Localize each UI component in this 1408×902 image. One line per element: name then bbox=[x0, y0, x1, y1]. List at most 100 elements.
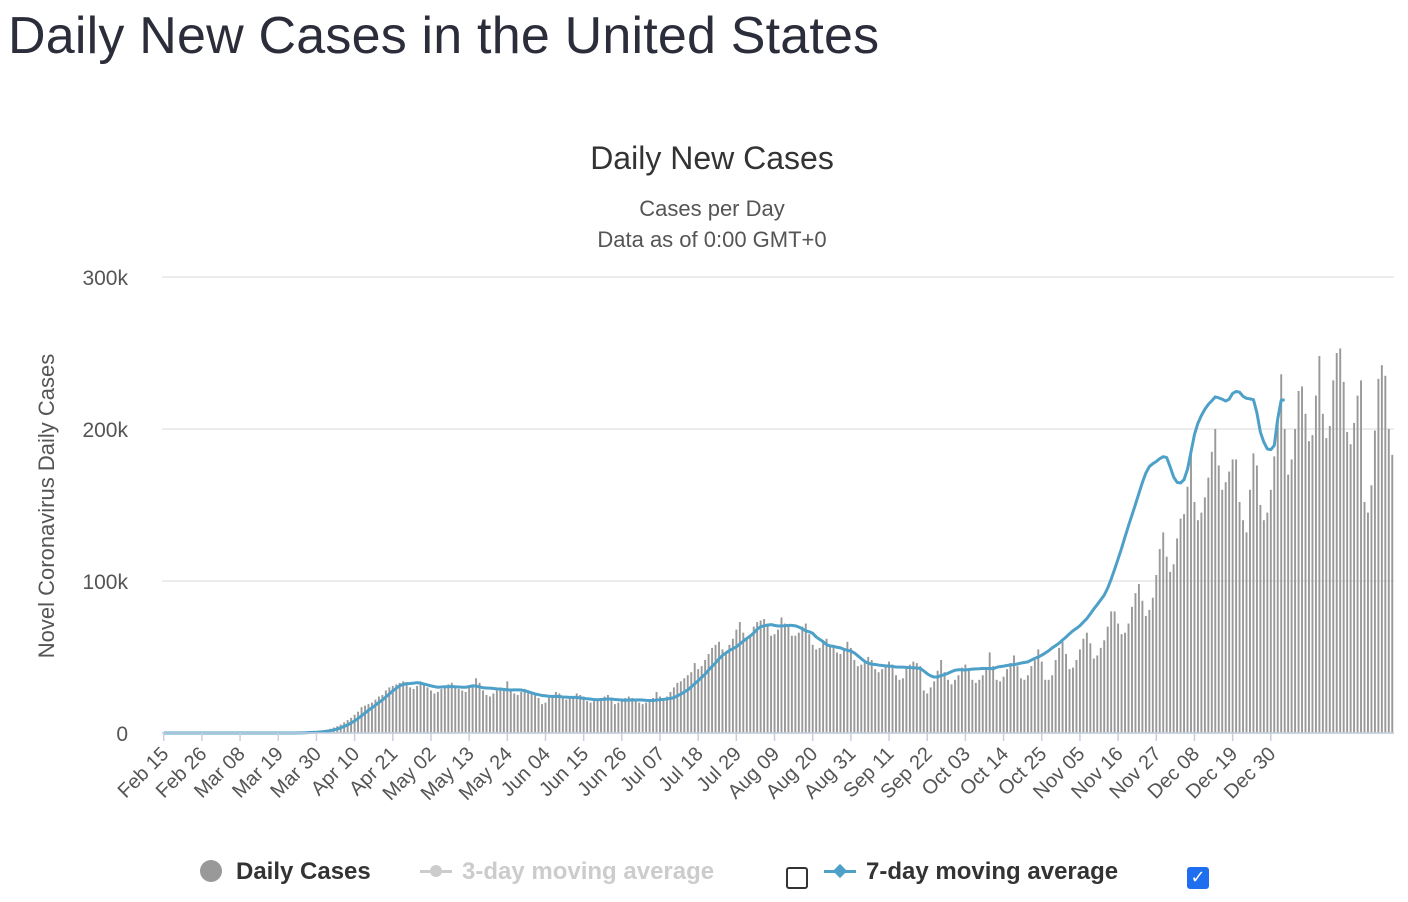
bar-daily-cases bbox=[711, 647, 714, 733]
bar-daily-cases bbox=[353, 714, 356, 733]
toggle-7day-checkbox[interactable]: ✓ bbox=[1187, 867, 1209, 889]
bar-daily-cases bbox=[794, 635, 797, 733]
legend-7day-label: 7-day moving average bbox=[866, 858, 1119, 885]
bar-daily-cases bbox=[895, 675, 897, 733]
bar-daily-cases bbox=[759, 620, 762, 733]
line-7day-average bbox=[163, 389, 1285, 735]
bar-daily-cases bbox=[738, 622, 741, 733]
bar-daily-cases bbox=[617, 702, 620, 733]
bar-daily-cases bbox=[665, 696, 668, 733]
bar-daily-cases bbox=[405, 684, 408, 733]
bar-daily-cases bbox=[787, 626, 790, 733]
bar-daily-cases bbox=[1099, 647, 1102, 733]
bar-daily-cases bbox=[1141, 600, 1144, 733]
bar-daily-cases bbox=[1054, 660, 1057, 733]
bar-daily-cases bbox=[808, 634, 811, 733]
bar-daily-cases bbox=[822, 641, 825, 733]
bar-daily-cases bbox=[860, 664, 863, 733]
bar-daily-cases bbox=[478, 682, 481, 733]
bar-daily-cases bbox=[836, 652, 838, 733]
bar-daily-cases bbox=[634, 699, 637, 733]
bar-daily-cases bbox=[1176, 538, 1179, 733]
bar-daily-cases bbox=[1089, 643, 1092, 733]
bar-daily-cases bbox=[384, 690, 387, 733]
bar-daily-cases bbox=[825, 638, 828, 733]
bar-daily-cases bbox=[818, 647, 821, 733]
bar-daily-cases bbox=[1051, 675, 1054, 733]
bar-daily-cases bbox=[1238, 501, 1241, 733]
bar-daily-cases bbox=[1332, 380, 1335, 733]
bar-daily-cases bbox=[947, 679, 950, 733]
bar-daily-cases bbox=[1026, 675, 1029, 733]
y-tick-label: 200k bbox=[82, 419, 128, 442]
bar-daily-cases bbox=[1280, 374, 1283, 733]
bar-daily-cases bbox=[423, 684, 425, 733]
bar-daily-cases bbox=[641, 704, 644, 733]
bar-daily-cases bbox=[728, 644, 731, 733]
bar-daily-cases bbox=[391, 685, 394, 733]
bar-daily-cases bbox=[457, 688, 460, 733]
bar-daily-cases bbox=[1002, 676, 1005, 733]
bar-daily-cases bbox=[631, 698, 634, 733]
bar-daily-cases bbox=[662, 699, 665, 733]
bar-daily-cases bbox=[610, 699, 613, 733]
bar-daily-cases bbox=[1106, 626, 1109, 733]
bar-daily-cases bbox=[846, 641, 849, 733]
bar-daily-cases bbox=[627, 696, 630, 733]
bar-daily-cases bbox=[960, 667, 963, 733]
bar-daily-cases bbox=[901, 678, 904, 733]
bar-daily-cases bbox=[1335, 353, 1338, 733]
bar-daily-cases bbox=[1249, 489, 1251, 733]
bar-daily-cases bbox=[1276, 421, 1279, 733]
bar-daily-cases bbox=[790, 635, 793, 733]
bar-daily-cases bbox=[1356, 395, 1359, 733]
bar-daily-cases bbox=[1165, 556, 1168, 733]
line-diamond-marker-icon bbox=[824, 860, 856, 882]
bar-daily-cases bbox=[1131, 606, 1133, 733]
bar-daily-cases bbox=[1200, 512, 1203, 733]
bar-daily-cases bbox=[565, 699, 568, 733]
bar-daily-cases bbox=[381, 695, 384, 733]
bar-daily-cases bbox=[1252, 453, 1255, 733]
bar-daily-cases bbox=[499, 687, 502, 733]
bar-daily-cases bbox=[440, 688, 443, 733]
bar-daily-cases bbox=[1137, 584, 1140, 733]
bar-daily-cases bbox=[416, 685, 419, 733]
bar-daily-cases bbox=[544, 702, 547, 733]
bar-daily-cases bbox=[1304, 413, 1307, 733]
bar-daily-cases bbox=[454, 687, 457, 733]
bar-daily-cases bbox=[735, 629, 738, 733]
line-circle-marker-icon bbox=[420, 860, 452, 882]
legend-7day-average[interactable]: 7-day moving average bbox=[824, 858, 1118, 886]
y-tick-label: 300k bbox=[82, 267, 128, 290]
bar-daily-cases bbox=[1342, 381, 1345, 733]
chart-data-date: Data as of 0:00 GMT+0 bbox=[597, 227, 827, 252]
legend-3day-average[interactable]: 3-day moving average bbox=[420, 858, 714, 886]
circle-icon bbox=[200, 860, 222, 882]
bar-daily-cases bbox=[988, 652, 991, 733]
toggle-3day-checkbox[interactable] bbox=[786, 867, 808, 889]
bar-daily-cases bbox=[377, 696, 380, 733]
bar-daily-cases bbox=[568, 698, 571, 733]
bar-daily-cases bbox=[461, 690, 464, 733]
bar-daily-cases bbox=[1363, 501, 1366, 733]
bar-daily-cases bbox=[1228, 471, 1231, 733]
bar-daily-cases bbox=[1235, 459, 1238, 733]
bar-daily-cases bbox=[398, 682, 401, 733]
bar-daily-cases bbox=[645, 702, 648, 733]
bar-daily-cases bbox=[624, 698, 627, 733]
bar-daily-cases bbox=[849, 647, 852, 733]
bar-daily-cases bbox=[1068, 669, 1071, 733]
bar-daily-cases bbox=[1148, 609, 1151, 733]
bar-daily-cases bbox=[995, 679, 998, 733]
bar-daily-cases bbox=[572, 696, 575, 733]
bar-daily-cases bbox=[839, 653, 842, 733]
bar-daily-cases bbox=[395, 684, 398, 733]
bar-daily-cases bbox=[905, 667, 908, 733]
legend-daily-cases[interactable]: Daily Cases bbox=[200, 858, 371, 886]
bar-daily-cases bbox=[992, 666, 995, 733]
bar-daily-cases bbox=[412, 688, 415, 733]
bar-daily-cases bbox=[669, 691, 672, 733]
bar-daily-cases bbox=[714, 644, 717, 733]
